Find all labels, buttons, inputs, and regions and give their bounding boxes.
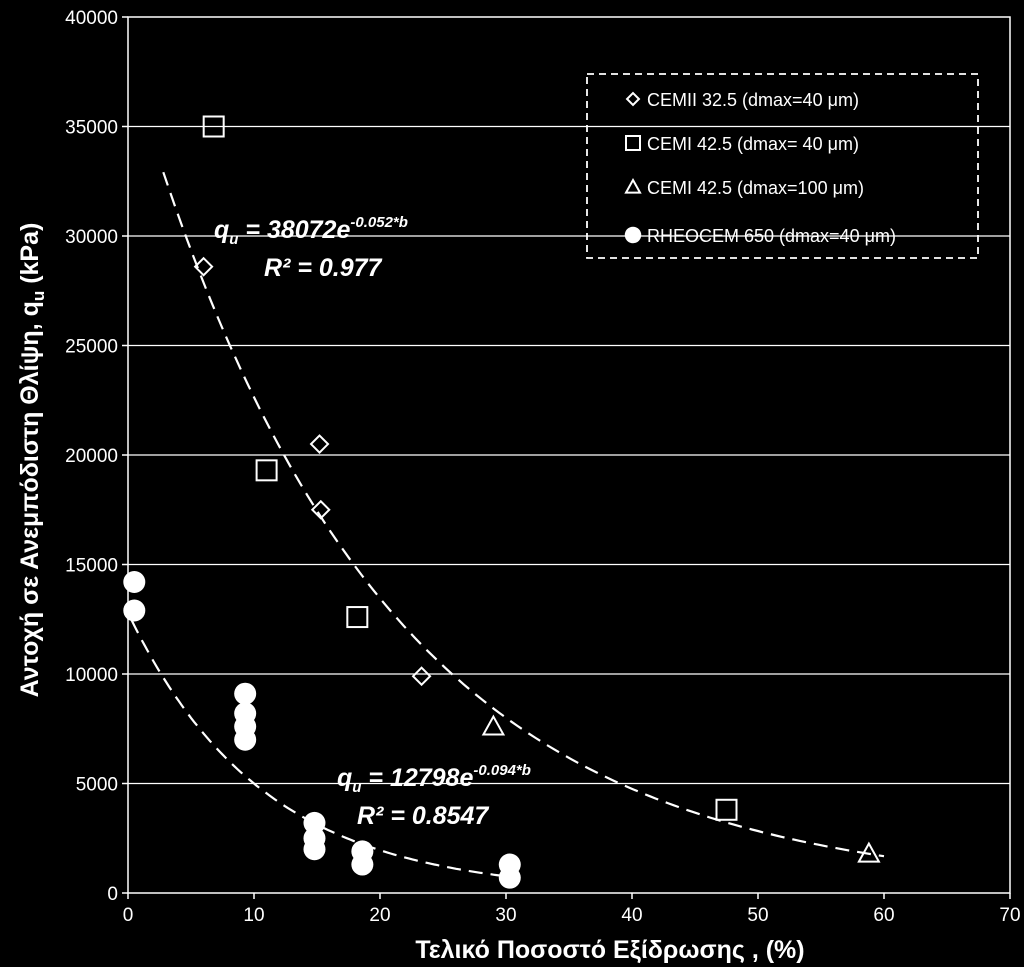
- trendline-2-eq-sub: u: [352, 779, 361, 796]
- x-tick-label-7: 70: [999, 905, 1020, 926]
- legend-marker-4: [624, 226, 642, 244]
- x-axis-title: Τελικό Ποσοστό Εξίδρωσης , (%): [415, 936, 804, 964]
- y-tick-label-5: 25000: [65, 337, 118, 358]
- point-s2-1: [202, 115, 225, 138]
- legend-box: [586, 73, 979, 259]
- legend-label-2: CEMI 42.5 (dmax= 40 μm): [647, 134, 859, 154]
- y-tick-label-8: 40000: [65, 8, 118, 29]
- y-tick-label-1: 5000: [76, 775, 118, 796]
- trendline-2: [130, 620, 507, 878]
- y-axis-title: Αντοχή σε Ανεμπόδιστη Θλίψη, qu (kPa): [16, 223, 48, 698]
- point-s4-2: [123, 599, 146, 622]
- trendline-2-r2: R² = 0.8547: [357, 802, 489, 830]
- point-s2-4: [715, 798, 738, 821]
- gridlines: [128, 125, 1010, 785]
- x-tick-label-6: 60: [873, 905, 894, 926]
- point-s4-11: [351, 853, 374, 876]
- point-s4-7: [303, 811, 326, 834]
- legend-label-4: RHEOCEM 650 (dmax=40 μm): [647, 226, 896, 246]
- trendline-1-equation: qu = 38072e-0.052*b R² = 0.977: [214, 214, 408, 282]
- point-s4-3: [234, 682, 257, 705]
- y-axis-title-sub: u: [29, 291, 48, 301]
- svg-text:qu = 12798e-0.094*b: qu = 12798e-0.094*b: [337, 762, 531, 796]
- point-s4-1: [123, 571, 146, 594]
- trendline-1-eq-sup: -0.052*b: [350, 214, 408, 231]
- y-tick-label-0: 0: [107, 884, 118, 905]
- point-s3-2: [857, 841, 881, 863]
- trendline-1-eq-main: q: [214, 216, 229, 244]
- y-tick-label-4: 20000: [65, 446, 118, 467]
- trendline-1-r2: R² = 0.977: [264, 254, 383, 282]
- x-tick-label-5: 50: [747, 905, 768, 926]
- legend-marker-3: [624, 177, 642, 194]
- trendline-2-eq-sup: -0.094*b: [473, 762, 531, 779]
- x-tick-label-4: 40: [621, 905, 642, 926]
- point-s4-13: [498, 866, 521, 889]
- point-s2-2: [255, 459, 278, 482]
- point-s2-3: [346, 606, 369, 629]
- trendline-2-equation: qu = 12798e-0.094*b R² = 0.8547: [337, 762, 531, 830]
- data-markers: [123, 115, 881, 889]
- legend-marker-1: [625, 91, 641, 107]
- y-tick-label-2: 10000: [65, 665, 118, 686]
- x-tick-label-1: 10: [243, 905, 264, 926]
- y-axis-title-main: Αντοχή σε Ανεμπόδιστη Θλίψη, q: [16, 301, 44, 697]
- x-tick-label-0: 0: [123, 905, 134, 926]
- trendlines: [130, 171, 885, 878]
- y-tick-label-6: 30000: [65, 227, 118, 248]
- point-s3-1: [481, 714, 506, 736]
- trendline-2-eq-rest: = 12798e: [361, 764, 473, 792]
- y-axis-title-unit: (kPa): [16, 223, 44, 291]
- point-s4-9: [303, 838, 326, 861]
- legend-label-1: CEMII 32.5 (dmax=40 μm): [647, 90, 859, 110]
- axis-ticks: 0 5000 10000 15000 20000 25000 30000 35000 40000…: [65, 8, 1020, 926]
- x-tick-label-2: 20: [369, 905, 390, 926]
- trendline-1-eq-sub: u: [229, 231, 238, 248]
- legend-label-3: CEMI 42.5 (dmax=100 μm): [647, 178, 864, 198]
- legend: CEMII 32.5 (dmax=40 μm) CEMI 42.5 (dmax= …: [586, 73, 979, 259]
- legend-items: CEMII 32.5 (dmax=40 μm) CEMI 42.5 (dmax= …: [624, 90, 896, 246]
- x-tick-label-3: 30: [495, 905, 516, 926]
- point-s4-6: [234, 728, 257, 751]
- point-s1-3: [310, 499, 331, 520]
- point-s1-4: [411, 666, 432, 687]
- trendline-1-eq-rest: = 38072e: [238, 216, 350, 244]
- point-s1-2: [309, 434, 330, 454]
- svg-text:qu = 38072e-0.052*b: qu = 38072e-0.052*b: [214, 214, 408, 248]
- y-tick-label-7: 35000: [65, 118, 118, 139]
- y-tick-label-3: 15000: [65, 556, 118, 577]
- legend-marker-2: [625, 135, 641, 151]
- trendline-2-eq-main: q: [337, 764, 352, 792]
- point-s1-1: [193, 256, 214, 277]
